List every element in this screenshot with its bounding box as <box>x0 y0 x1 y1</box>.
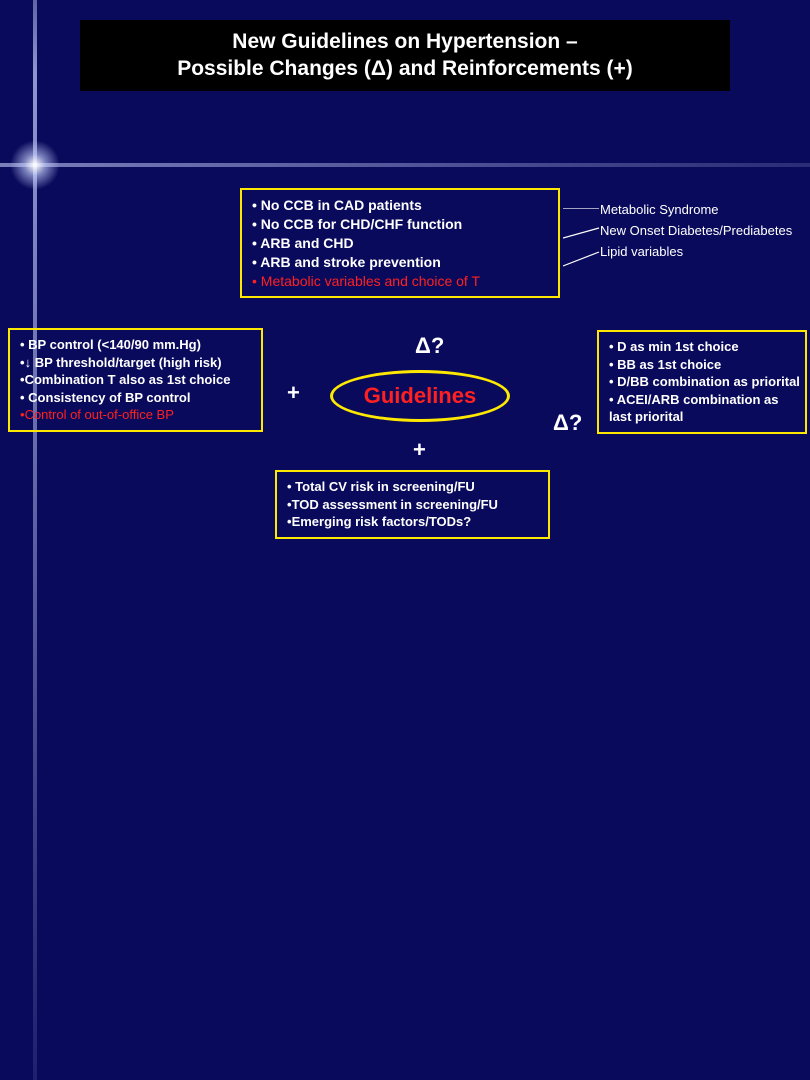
plus-symbol-bottom: + <box>413 437 426 463</box>
box-top: • No CCB in CAD patients • No CCB for CH… <box>240 188 560 298</box>
list-item: BP threshold/target (high risk) <box>35 355 222 370</box>
list-item: Emerging risk factors/TODs? <box>292 514 472 529</box>
side-label: New Onset Diabetes/Prediabetes <box>600 221 792 242</box>
delta-symbol-top: Δ? <box>415 333 444 359</box>
title-box: New Guidelines on Hypertension – Possibl… <box>80 20 730 91</box>
box-left: • BP control (<140/90 mm.Hg) •↓ BP thres… <box>8 328 263 432</box>
box-bottom: • Total CV risk in screening/FU •TOD ass… <box>275 470 550 539</box>
list-item: Consistency of BP control <box>28 390 190 405</box>
list-item: No CCB for CHD/CHF function <box>261 216 462 232</box>
list-item: Combination T also as 1st choice <box>25 372 231 387</box>
title-line-2: Possible Changes (Δ) and Reinforcements … <box>94 55 716 82</box>
side-labels: Metabolic Syndrome New Onset Diabetes/Pr… <box>600 200 792 262</box>
box-right: • D as min 1st choice • BB as 1st choice… <box>597 330 807 434</box>
list-item: ACEI/ARB combination as last priorital <box>609 392 778 425</box>
list-item: BP control (<140/90 mm.Hg) <box>28 337 201 352</box>
oval-label: Guidelines <box>364 383 476 409</box>
title-line-1: New Guidelines on Hypertension – <box>94 28 716 55</box>
list-item: TOD assessment in screening/FU <box>292 497 498 512</box>
list-item: ARB and CHD <box>260 235 353 251</box>
list-item: D as min 1st choice <box>617 339 738 354</box>
side-label: Metabolic Syndrome <box>600 200 792 221</box>
fan-lines-icon <box>563 208 603 268</box>
list-item: Control of out-of-office BP <box>25 407 174 422</box>
side-label: Lipid variables <box>600 242 792 263</box>
down-arrow-icon: ↓ <box>25 355 35 370</box>
guidelines-oval: Guidelines <box>330 370 510 422</box>
list-item: Total CV risk in screening/FU <box>295 479 475 494</box>
background-flare <box>35 165 36 166</box>
plus-symbol-left: + <box>287 380 300 406</box>
list-item: Metabolic variables and choice of T <box>261 273 480 289</box>
list-item: BB as 1st choice <box>617 357 721 372</box>
delta-symbol-right: Δ? <box>553 410 582 436</box>
list-item: No CCB in CAD patients <box>261 197 422 213</box>
list-item: D/BB combination as priorital <box>617 374 800 389</box>
list-item: ARB and stroke prevention <box>260 254 440 270</box>
